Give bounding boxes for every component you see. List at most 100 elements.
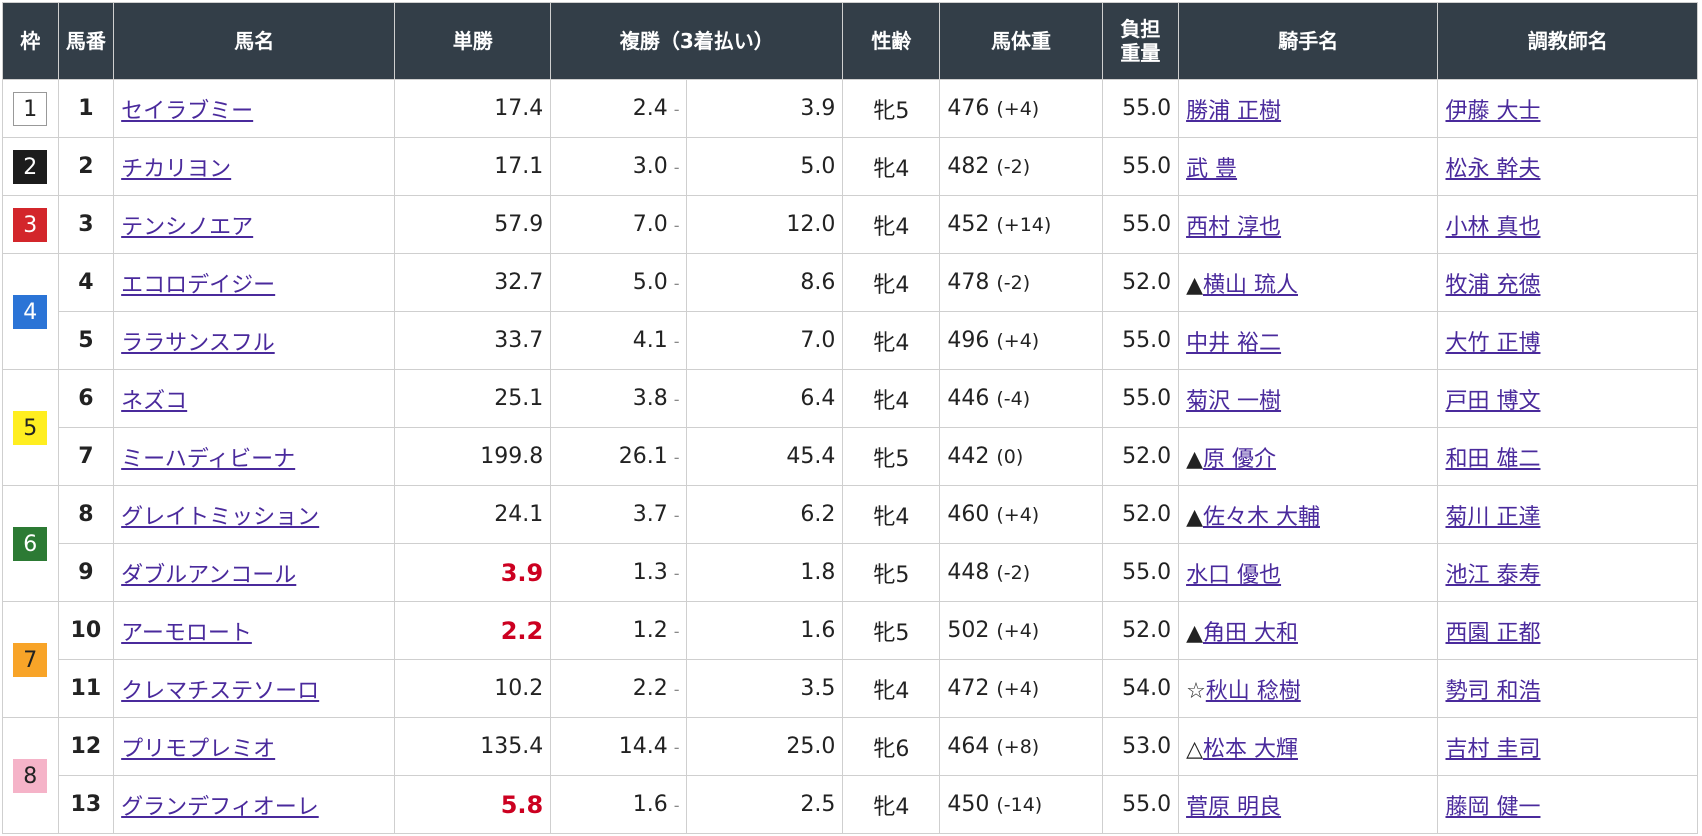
range-dash: -	[673, 100, 680, 119]
sex-age: 牝5	[842, 79, 941, 138]
place-odds-max: 3.9	[686, 79, 844, 138]
place-odds-min: 3.0	[632, 154, 668, 179]
horse-name-link[interactable]: ミーハディビーナ	[121, 446, 296, 472]
waku-cell: 5	[2, 369, 59, 486]
horse-name-link[interactable]: セイラブミー	[121, 98, 254, 124]
horse-name-link[interactable]: ララサンスフル	[121, 330, 275, 356]
body-weight-diff: (+14)	[996, 214, 1052, 236]
trainer-link[interactable]: 池江 泰寿	[1445, 562, 1541, 588]
sex-age: 牝4	[842, 137, 941, 196]
table-header-row: 枠 馬番 馬名 単勝 複勝（3着払い） 性齢 馬体重 負担 重量 騎手名 調教師…	[2, 2, 1698, 80]
horse-name-link[interactable]: プリモプレミオ	[121, 736, 276, 762]
table-row: 13 グランデフィオーレ 5.8 1.6-2.5 牝4 450 (-14) 55.0 菅原 明…	[3, 775, 1698, 834]
jockey-link[interactable]: 松本 大輝	[1202, 736, 1298, 762]
place-odds-max: 8.6	[686, 253, 844, 312]
jockey-link[interactable]: 菊沢 一樹	[1186, 388, 1282, 414]
jockey-cell: 勝浦 正樹	[1178, 79, 1439, 138]
body-weight-cell: 450 (-14)	[939, 775, 1103, 834]
win-odds: 57.9	[394, 195, 552, 254]
kinryo: 53.0	[1101, 717, 1180, 776]
horse-number: 10	[57, 601, 115, 660]
sex-age: 牝6	[842, 717, 941, 776]
place-odds-min: 1.3	[632, 560, 668, 585]
win-odds: 17.4	[394, 79, 552, 138]
body-weight-cell: 464 (+8)	[939, 717, 1103, 776]
horse-name-link[interactable]: ダブルアンコール	[121, 562, 297, 588]
trainer-link[interactable]: 戸田 博文	[1445, 388, 1541, 414]
horse-name-link[interactable]: アーモロート	[121, 620, 252, 646]
horse-name-link[interactable]: クレマチステソーロ	[121, 678, 320, 704]
horse-number: 7	[57, 427, 115, 486]
table-row: 7 10 アーモロート 2.2 1.2-1.6 牝5 502 (+4) 52.0 ▲角田 大和西…	[2, 601, 1698, 718]
place-odds-max: 6.2	[686, 485, 844, 544]
place-odds-min: 1.2	[632, 618, 668, 643]
range-dash: -	[673, 796, 680, 815]
jockey-link[interactable]: 秋山 稔樹	[1205, 678, 1301, 704]
body-weight: 472	[947, 676, 990, 701]
horse-name-link[interactable]: テンシノエア	[121, 214, 254, 240]
body-weight-cell: 452 (+14)	[939, 195, 1103, 254]
trainer-link[interactable]: 伊藤 大士	[1445, 98, 1541, 124]
horse-name-link[interactable]: チカリヨン	[121, 156, 232, 182]
win-odds: 33.7	[394, 311, 552, 370]
body-weight: 502	[947, 618, 990, 643]
table-row: 2 2 チカリヨン 17.1 3.0-5.0 牝4 482 (-2) 55.0 武 豊松永 幹夫	[2, 137, 1698, 196]
jockey-link[interactable]: 菅原 明良	[1186, 794, 1282, 820]
jockey-link[interactable]: 武 豊	[1186, 156, 1238, 182]
horse-name-link[interactable]: グランデフィオーレ	[121, 794, 319, 820]
header-body-weight: 馬体重	[939, 2, 1103, 80]
trainer-link[interactable]: 大竹 正博	[1445, 330, 1541, 356]
place-odds-min-cell: 2.4-	[550, 79, 688, 138]
body-weight: 496	[947, 328, 990, 353]
body-weight-diff: (+4)	[996, 504, 1040, 526]
jockey-mark: ▲	[1186, 272, 1203, 298]
horse-number: 5	[57, 311, 115, 370]
jockey-cell: ▲角田 大和	[1178, 601, 1439, 660]
body-weight-cell: 472 (+4)	[939, 659, 1103, 718]
trainer-link[interactable]: 和田 雄二	[1445, 446, 1541, 472]
trainer-link[interactable]: 小林 真也	[1445, 214, 1541, 240]
trainer-link[interactable]: 菊川 正達	[1445, 504, 1541, 530]
place-odds-min-cell: 14.4-	[550, 717, 688, 776]
jockey-link[interactable]: 中井 裕二	[1186, 330, 1282, 356]
trainer-link[interactable]: 西園 正都	[1445, 620, 1541, 646]
jockey-link[interactable]: 横山 琉人	[1202, 272, 1298, 298]
horse-name-cell: グランデフィオーレ	[113, 775, 396, 834]
jockey-link[interactable]: 佐々木 大輔	[1202, 504, 1320, 530]
body-weight-diff: (+4)	[996, 678, 1040, 700]
trainer-cell: 西園 正都	[1437, 601, 1698, 660]
place-odds-min: 26.1	[618, 444, 668, 469]
jockey-link[interactable]: 勝浦 正樹	[1186, 98, 1282, 124]
trainer-link[interactable]: 勢司 和浩	[1445, 678, 1541, 704]
place-odds-min-cell: 2.2-	[550, 659, 688, 718]
win-odds: 17.1	[394, 137, 552, 196]
horse-number: 12	[57, 717, 115, 776]
body-weight-diff: (+4)	[996, 330, 1040, 352]
place-odds-min-cell: 1.2-	[550, 601, 688, 660]
trainer-link[interactable]: 牧浦 充徳	[1445, 272, 1541, 298]
jockey-link[interactable]: 角田 大和	[1202, 620, 1298, 646]
jockey-link[interactable]: 原 優介	[1202, 446, 1276, 472]
horse-name-link[interactable]: グレイトミッション	[121, 504, 320, 530]
horse-name-cell: テンシノエア	[113, 195, 396, 254]
win-odds: 5.8	[394, 775, 552, 834]
waku-cell: 6	[2, 485, 59, 602]
kinryo: 52.0	[1101, 253, 1180, 312]
kinryo: 55.0	[1101, 79, 1180, 138]
jockey-link[interactable]: 水口 優也	[1186, 562, 1282, 588]
horse-number: 6	[57, 369, 115, 428]
waku-cell: 8	[2, 717, 59, 834]
place-odds-max: 6.4	[686, 369, 844, 428]
range-dash: -	[673, 448, 680, 467]
table-row: 6 8 グレイトミッション 24.1 3.7-6.2 牝4 460 (+4) 52.0 ▲佐々木…	[2, 485, 1698, 602]
horse-name-link[interactable]: ネズコ	[121, 388, 188, 414]
body-weight-diff: (+8)	[996, 736, 1040, 758]
trainer-link[interactable]: 藤岡 健一	[1445, 794, 1541, 820]
waku-badge: 3	[13, 207, 48, 242]
jockey-link[interactable]: 西村 淳也	[1186, 214, 1282, 240]
trainer-link[interactable]: 松永 幹夫	[1445, 156, 1541, 182]
trainer-link[interactable]: 吉村 圭司	[1445, 736, 1541, 762]
horse-name-cell: ミーハディビーナ	[113, 427, 396, 486]
horse-name-link[interactable]: エコロデイジー	[121, 272, 276, 298]
horse-name-cell: チカリヨン	[113, 137, 396, 196]
